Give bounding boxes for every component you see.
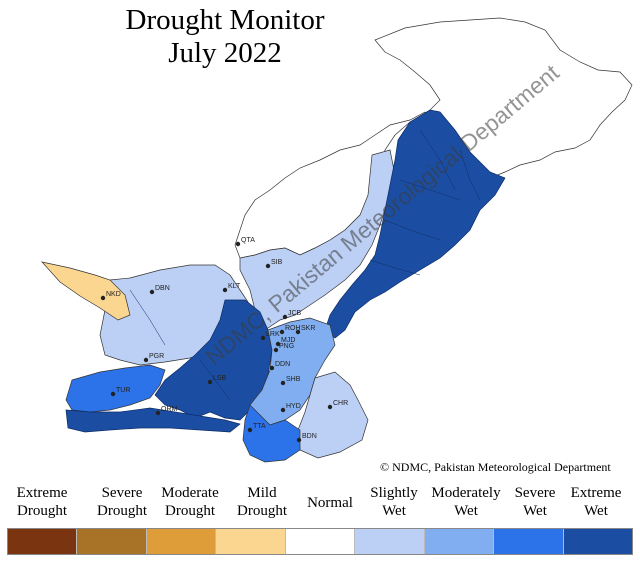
legend-label-3: Mild Drought [222, 484, 302, 520]
city-dot-mjd [275, 341, 281, 347]
region-sindh-moderately-wet [249, 317, 336, 426]
city-dot-ddn [269, 365, 275, 371]
city-dot-orm [155, 410, 161, 416]
legend-swatch-5 [355, 529, 425, 554]
legend-label-2: Moderate Drought [150, 484, 230, 520]
region-coast-extreme-wet [65, 407, 241, 433]
city-dot-tta [247, 427, 253, 433]
city-dot-klt [222, 287, 228, 293]
city-label-qta: QTA [241, 237, 255, 244]
legend-label-line1: Slightly [370, 485, 418, 501]
city-dot-dbn [149, 289, 155, 295]
city-label-lrk: LRK [266, 331, 280, 338]
city-dot-nkd [100, 295, 106, 301]
city-dot-lrk [260, 335, 266, 341]
city-dot-qta [235, 241, 241, 247]
city-label-mjd: MJD [281, 337, 295, 344]
map-title: Drought Monitor July 2022 [90, 4, 360, 70]
legend-label-line2: Wet [523, 503, 547, 519]
city-dot-hyd [280, 407, 286, 413]
city-label-tta: TTA [253, 423, 266, 430]
city-dot-png [273, 347, 279, 353]
legend-swatch-8 [563, 529, 632, 554]
legend-label-line1: Severe [514, 485, 556, 501]
district-boundaries [129, 129, 481, 401]
city-dot-chr [327, 404, 333, 410]
city-label-png: PNG [279, 343, 294, 350]
legend-swatch-0 [8, 529, 78, 554]
city-dot-sib [265, 263, 271, 269]
city-label-ddn: DDN [275, 361, 290, 368]
city-dot-skr [295, 329, 301, 335]
city-label-skr: SKR [301, 325, 315, 332]
region-extreme-wet-east [324, 109, 506, 339]
copyright-text: © NDMC, Pakistan Meteorological Departme… [380, 460, 611, 474]
title-line-2: July 2022 [168, 37, 282, 69]
city-label-sib: SIB [271, 259, 283, 266]
city-label-tur: TUR [116, 387, 130, 394]
legend-labels: Extreme Drought Severe Drought Moderate Droug… [6, 484, 634, 526]
legend-label-line1: Extreme [570, 485, 622, 501]
region-sindh-slightly-wet [297, 371, 369, 459]
region-mild-drought [41, 261, 131, 321]
city-dot-jcb [282, 314, 288, 320]
city-dot-shb [280, 380, 286, 386]
city-label-shb: SHB [286, 376, 301, 383]
legend-label-5: Slightly Wet [354, 484, 434, 520]
legend-label-line1: Normal [307, 495, 353, 511]
city-dot-bdn [296, 437, 302, 443]
legend-label-4: Normal [290, 494, 370, 512]
city-dot-roh [279, 329, 285, 335]
legend-label-7: Severe Wet [495, 484, 575, 520]
legend-label-1: Severe Drought [82, 484, 162, 520]
legend-label-line2: Drought [97, 503, 147, 519]
legend-label-0: Extreme Drought [2, 484, 82, 520]
legend-label-line2: Wet [454, 503, 478, 519]
region-coast-severe-wet [65, 364, 166, 413]
city-label-klt: KLT [228, 283, 241, 290]
legend-label-8: Extreme Wet [556, 484, 636, 520]
city-label-hyd: HYD [286, 403, 301, 410]
city-dot-tur [110, 391, 116, 397]
title-line-1: Drought Monitor [125, 4, 325, 36]
legend-swatch-3 [216, 529, 286, 554]
legend-label-line2: Drought [17, 503, 67, 519]
legend-swatch-7 [494, 529, 564, 554]
region-sindh-severe-wet [242, 404, 301, 463]
city-label-jcb: JCB [288, 310, 302, 317]
city-dot-pgr [143, 357, 149, 363]
legend-color-bar [7, 528, 633, 555]
legend-label-line2: Wet [382, 503, 406, 519]
city-label-bdn: BDN [302, 433, 317, 440]
city-label-orm: ORM [161, 406, 178, 413]
legend-swatch-2 [146, 529, 217, 554]
legend-swatch-6 [424, 529, 495, 554]
legend-label-line1: Moderately [431, 485, 501, 501]
legend-label-6: Moderately Wet [426, 484, 506, 520]
legend-label-line1: Severe [101, 485, 143, 501]
city-label-chr: CHR [333, 400, 348, 407]
legend-label-line2: Wet [584, 503, 608, 519]
city-label-lsb: LSB [213, 375, 227, 382]
legend-label-line1: Extreme [16, 485, 68, 501]
legend-label-line1: Mild [247, 485, 277, 501]
city-dot-lsb [207, 379, 213, 385]
legend-label-line2: Drought [165, 503, 215, 519]
city-label-nkd: NKD [106, 291, 121, 298]
legend-swatch-1 [77, 529, 147, 554]
legend-label-line1: Moderate [161, 485, 219, 501]
city-label-pgr: PGR [149, 353, 164, 360]
legend-swatch-4 [285, 529, 356, 554]
city-label-dbn: DBN [155, 285, 170, 292]
city-label-roh: ROH [285, 325, 301, 332]
legend-label-line2: Drought [237, 503, 287, 519]
